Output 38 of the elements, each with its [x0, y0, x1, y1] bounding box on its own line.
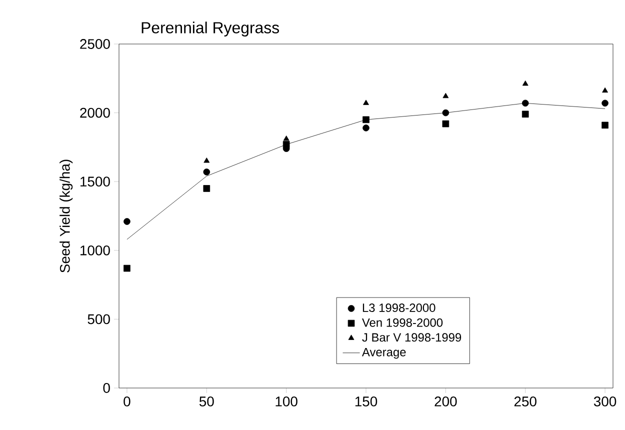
point — [204, 158, 210, 163]
point — [124, 264, 130, 272]
point — [442, 92, 449, 98]
y-tick-label: 2500 — [80, 39, 110, 49]
point — [522, 110, 529, 118]
point — [442, 109, 450, 116]
x-tick-label: 100 — [276, 396, 298, 406]
legend-label: L3 1998-2000 — [362, 304, 436, 312]
point — [124, 218, 130, 225]
y-tick-label: 2000 — [80, 108, 110, 118]
point — [442, 120, 450, 128]
point — [362, 116, 370, 124]
point — [362, 124, 370, 132]
y-tick-label: 0 — [103, 383, 110, 393]
point — [602, 87, 608, 93]
x-tick-label: 300 — [594, 396, 616, 406]
point — [363, 100, 369, 105]
legend-label: Ven 1998-2000 — [362, 318, 443, 327]
point — [602, 100, 608, 107]
point — [522, 80, 528, 86]
point — [203, 185, 210, 192]
chart-title: Perennial Ryegrass — [142, 22, 279, 37]
y-axis-title: Seed Yield (kg/ha) — [60, 160, 73, 272]
y-tick-label: 500 — [88, 314, 110, 324]
legend-label: J Bar V 1998-1999 — [362, 333, 462, 342]
y-tick-label: 1000 — [80, 245, 110, 256]
point — [602, 122, 608, 129]
point — [203, 168, 210, 176]
x-tick-label: 50 — [199, 396, 214, 406]
point — [283, 136, 290, 141]
legend-label: Average — [362, 348, 406, 359]
point — [522, 100, 529, 107]
x-tick-label: 250 — [514, 396, 536, 406]
x-tick-label: 150 — [355, 396, 378, 406]
y-tick-label: 1500 — [80, 176, 110, 187]
point — [282, 141, 290, 148]
x-tick-label: 0 — [124, 396, 130, 406]
x-tick-label: 200 — [434, 396, 457, 406]
